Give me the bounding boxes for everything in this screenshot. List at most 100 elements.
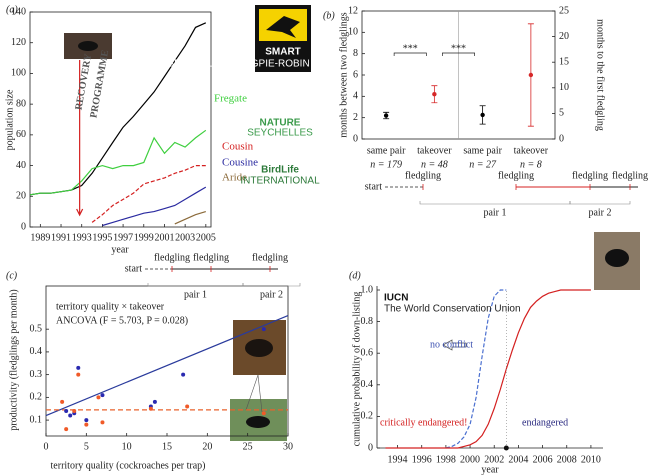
photo-bird	[246, 416, 270, 428]
y-tick-label: 0.4	[361, 379, 374, 390]
x-axis-label: year	[481, 464, 499, 475]
point	[76, 372, 81, 377]
x-tick-label: 1997	[113, 232, 133, 243]
y-tick-label: 0	[21, 221, 26, 232]
y-tick-label: 0.6	[361, 347, 374, 358]
significance-label: ***	[403, 43, 418, 54]
y-tick-label: 2	[353, 112, 358, 123]
pair-label: pair 1	[483, 207, 506, 218]
point	[480, 112, 485, 118]
x-axis-label: year	[111, 244, 129, 255]
y-tick-label: 140	[11, 6, 26, 17]
x-tick-label: 15	[162, 441, 172, 452]
logo-text: BirdLife	[261, 165, 299, 176]
x-tick-label: 1993	[72, 232, 92, 243]
x-tick-label: 20	[202, 441, 212, 452]
photo-bird	[605, 249, 629, 267]
x-tick-label: takeover	[514, 145, 549, 156]
point	[68, 413, 73, 418]
annotation: territory quality × takeover	[56, 301, 165, 312]
point	[432, 92, 437, 97]
y-tick-label: 0	[353, 133, 358, 144]
photo-roach	[245, 339, 273, 357]
data-line	[29, 129, 207, 196]
y-tick-label: 60	[16, 129, 26, 140]
y-tick-label: 80	[16, 98, 26, 109]
point	[64, 427, 69, 432]
pair-bracket	[569, 201, 631, 205]
point	[261, 327, 266, 332]
y2-tick-label: 20	[559, 31, 569, 42]
point	[181, 372, 186, 377]
data-line	[445, 289, 507, 449]
x-tick-label: same pair	[367, 145, 406, 156]
point	[185, 404, 190, 409]
y-tick-label: 120	[11, 37, 26, 48]
x-tick-label: 0	[44, 441, 49, 452]
point	[152, 399, 157, 404]
series-label: Cousine	[222, 157, 258, 169]
y-tick-label: 4	[353, 91, 358, 102]
y-tick-label: 6	[353, 69, 358, 80]
logo-bg	[383, 287, 423, 313]
x-tick-label: 30	[283, 441, 293, 452]
y-tick-label: 100	[11, 68, 26, 79]
logo-text: IUCN	[384, 293, 408, 304]
panel-label: (b)	[323, 10, 335, 21]
x-tick-label: 5	[84, 441, 89, 452]
timeline-event: fledgling	[193, 252, 229, 263]
timeline-start: start	[125, 263, 142, 274]
y-tick-label: 0.3	[30, 369, 43, 380]
x-tick-label: 2004	[508, 454, 528, 465]
annotation: ANCOVA (F = 5.703, P = 0.028)	[56, 315, 188, 326]
point	[60, 399, 65, 404]
sample-size: n = 8	[520, 159, 542, 170]
series-label: Aride	[222, 172, 247, 184]
data-line	[385, 289, 591, 449]
point	[100, 393, 105, 398]
point	[100, 420, 105, 425]
annotation: no conflict	[430, 339, 473, 350]
x-tick-label: 1991	[51, 232, 71, 243]
y-tick-label: 0.2	[361, 411, 374, 422]
sample-size: n = 179	[370, 159, 402, 170]
pair-bracket	[242, 283, 301, 287]
x-tick-label: 1999	[134, 232, 154, 243]
timeline-event: fledgling	[405, 170, 441, 181]
x-tick-label: 2001	[154, 232, 174, 243]
timeline-event: fledgling	[154, 252, 190, 263]
y-tick-label: 0.8	[361, 316, 374, 327]
sample-size: n = 48	[421, 159, 448, 170]
point	[96, 395, 101, 400]
logo-text: NATURE	[260, 118, 301, 129]
photo-bird	[78, 41, 98, 51]
y-tick-label: 0.1	[30, 414, 43, 425]
connector	[257, 374, 263, 413]
panel-label: (d)	[349, 270, 361, 281]
point	[72, 409, 77, 413]
x-tick-label: 2003	[175, 232, 195, 243]
y2-tick-label: 0	[559, 133, 564, 144]
sample-size: n = 27	[469, 159, 497, 170]
x-tick-label: 1995	[92, 232, 112, 243]
data-line	[102, 186, 207, 227]
significance-bracket	[393, 52, 427, 56]
point	[84, 422, 89, 427]
x-tick-label: 1998	[436, 454, 456, 465]
point	[64, 409, 69, 413]
data-line	[91, 165, 206, 223]
arrow	[76, 60, 84, 217]
x-tick-label: 10	[122, 441, 132, 452]
point	[528, 72, 534, 78]
x-tick-label: 1996	[412, 454, 432, 465]
event-point	[503, 445, 509, 451]
y-tick-label: 12	[348, 5, 358, 16]
y-axis-label: cumulative probability of down-listing	[351, 292, 362, 447]
timeline-event: fledgling	[498, 170, 534, 181]
x-tick-label: 1989	[30, 232, 50, 243]
y-tick-label: 40	[16, 160, 26, 171]
pair-label: pair 2	[260, 289, 283, 300]
x-tick-label: 2006	[533, 454, 553, 465]
